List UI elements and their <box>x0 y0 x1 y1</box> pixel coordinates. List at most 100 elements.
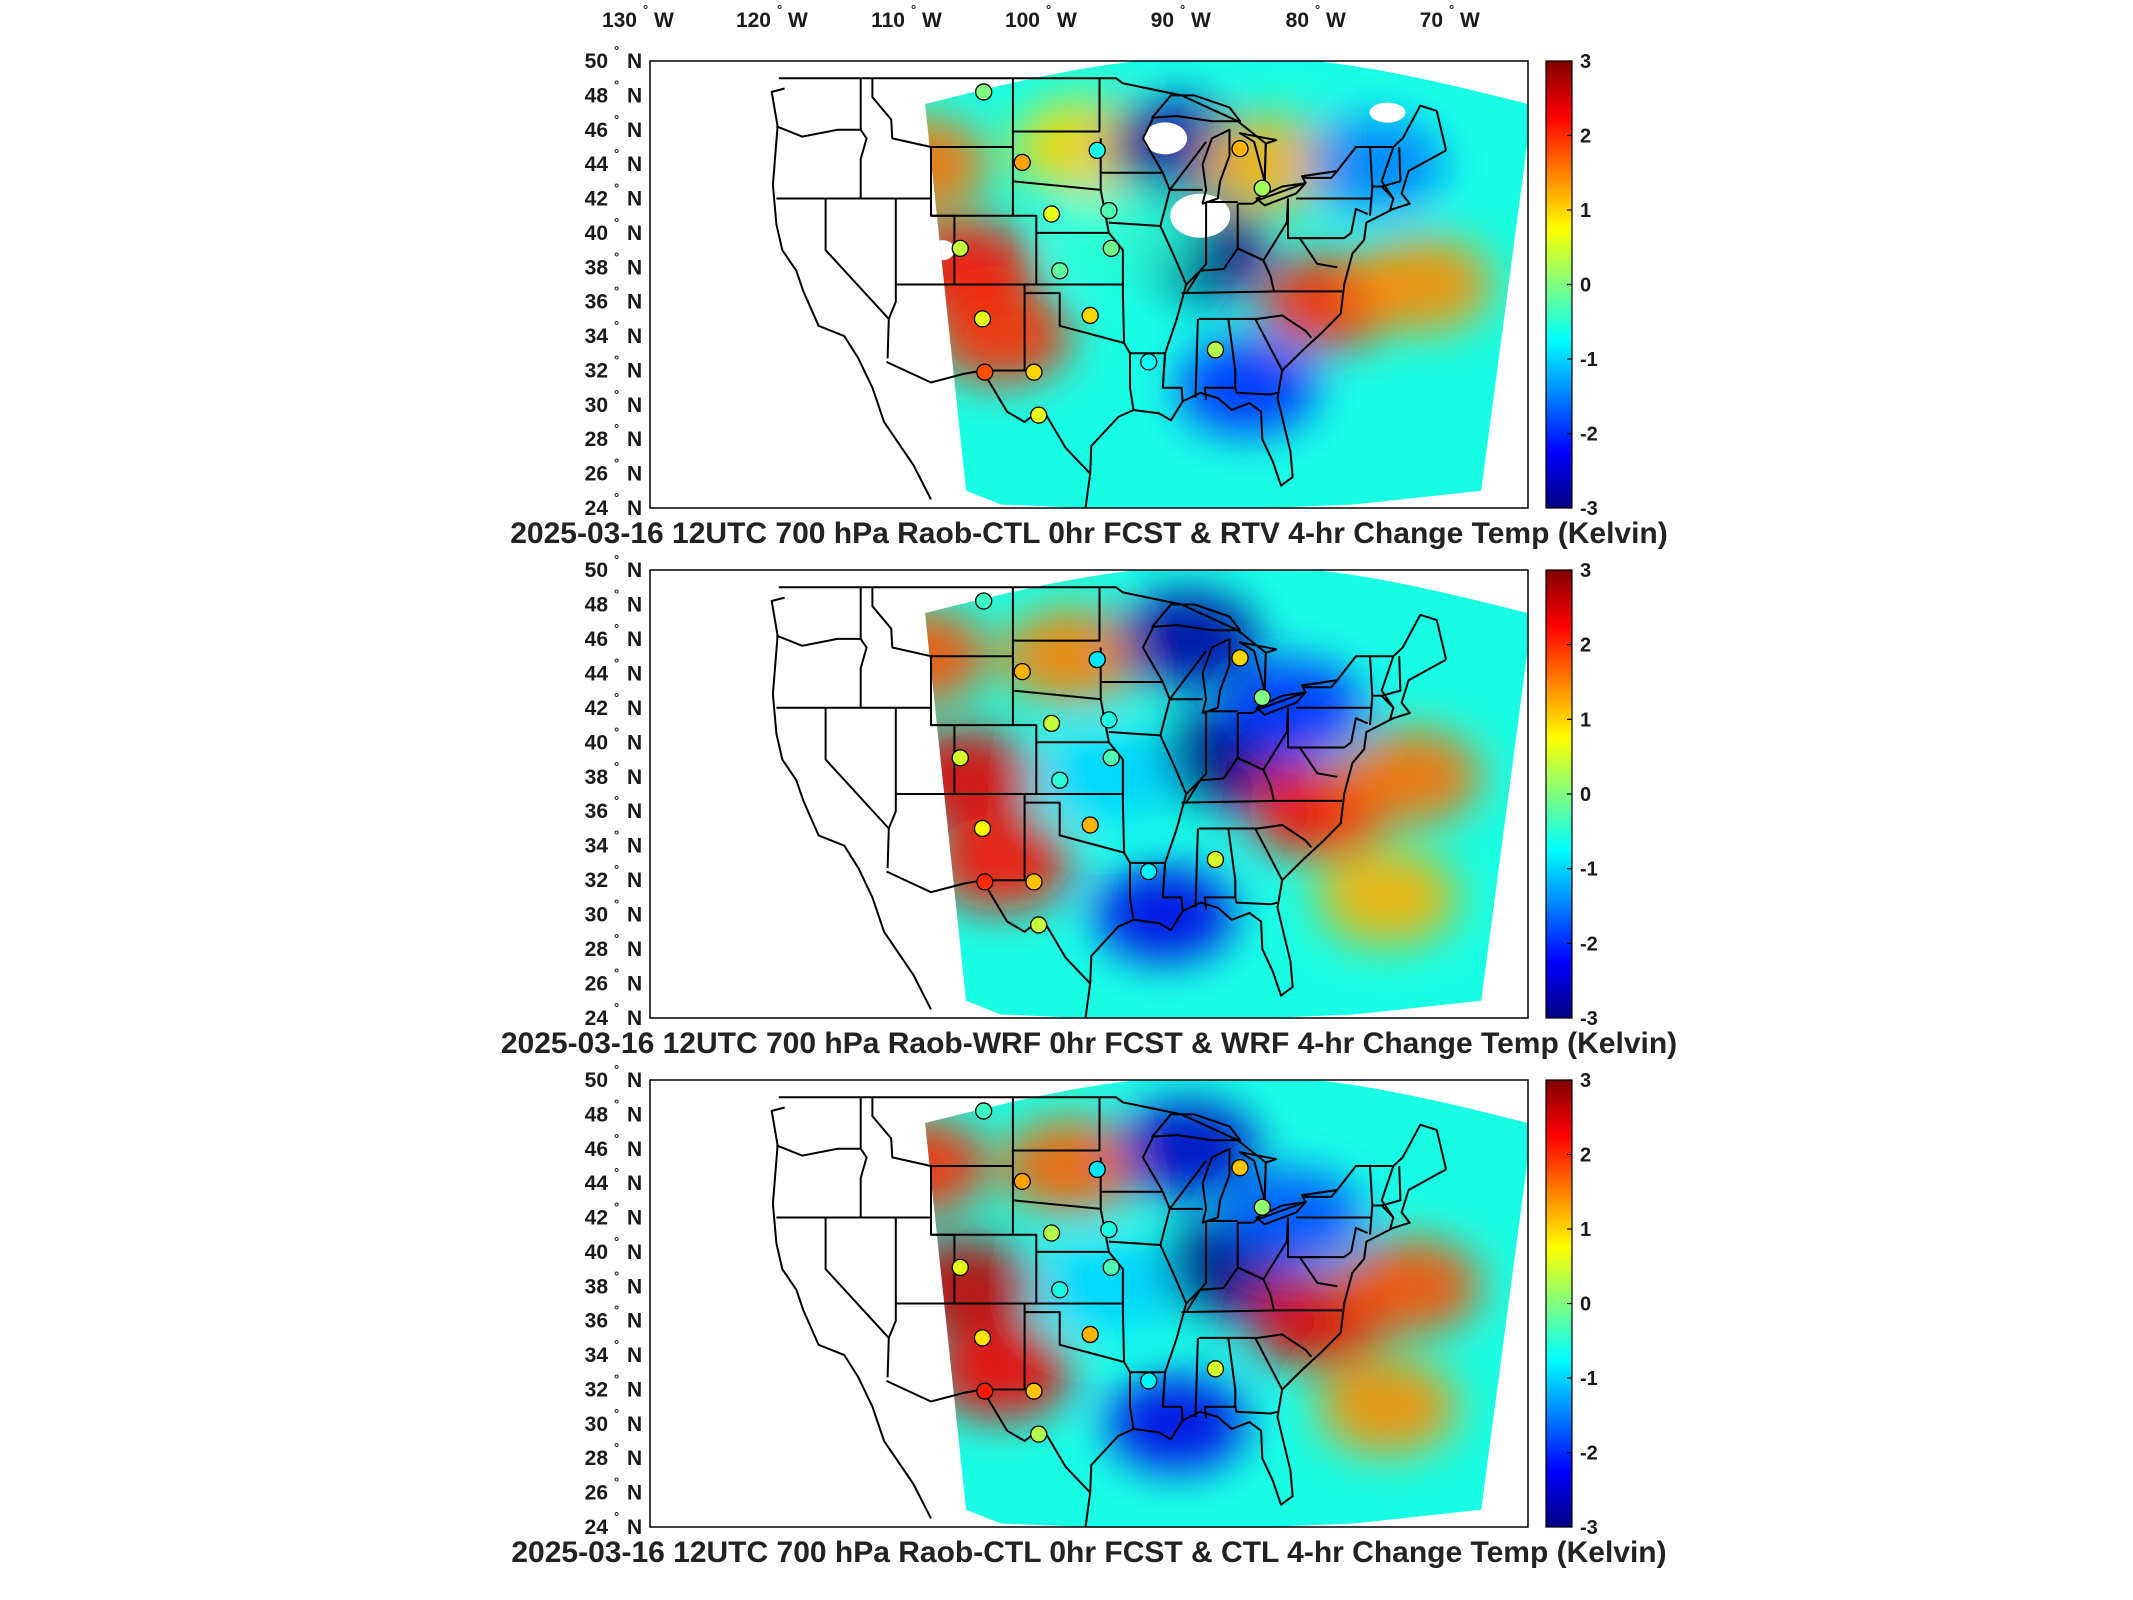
degree-symbol: ° <box>1046 2 1051 17</box>
field-anomaly <box>925 116 990 213</box>
field-anomaly <box>1036 728 1177 825</box>
state-border <box>1254 828 1284 881</box>
great-lake <box>1301 170 1339 179</box>
lat-hemisphere-label: N <box>627 153 642 176</box>
degree-symbol: ° <box>614 1440 619 1455</box>
west-coastline <box>770 1106 932 1519</box>
raob-station-marker <box>973 819 992 838</box>
degree-symbol: ° <box>614 352 619 367</box>
raob-station-marker <box>1206 850 1225 869</box>
lat-hemisphere-label: N <box>627 325 642 348</box>
lat-hemisphere-label: N <box>627 359 642 382</box>
lat-tick-label: 50 <box>585 50 608 73</box>
lat-hemisphere-label: N <box>627 1069 642 1092</box>
lat-tick-label: 50 <box>585 559 608 582</box>
degree-symbol: ° <box>1315 2 1320 17</box>
colorbar-tick-label: 1 <box>1580 709 1591 731</box>
state-border <box>824 1217 890 1378</box>
colorbar-tick-label: -3 <box>1580 498 1598 520</box>
field-anomaly <box>931 814 1072 911</box>
colorbar-tick-label: 1 <box>1580 1219 1591 1241</box>
lat-hemisphere-label: N <box>627 1275 642 1298</box>
state-border <box>1185 202 1208 286</box>
raob-station-marker <box>974 1102 993 1120</box>
lat-tick-label: 40 <box>585 731 608 754</box>
field-anomaly <box>1036 1238 1177 1335</box>
degree-symbol: ° <box>614 146 619 161</box>
lat-hemisphere-label: N <box>627 50 642 73</box>
lat-hemisphere-label: N <box>627 463 642 486</box>
colorbar-tick-label: 3 <box>1580 1070 1591 1092</box>
field-anomaly <box>1001 1117 1142 1214</box>
raob-station-marker <box>973 310 992 328</box>
map-panel-1: 24 ° N26 ° N28 ° N30 ° N32 ° N34 ° N36 ° N38 ° N40 ° N42 ° N… <box>510 2 1668 550</box>
gulf-coastline <box>1084 1492 1092 1527</box>
field-anomaly <box>925 608 990 705</box>
raob-station-marker <box>976 873 994 891</box>
west-coastline <box>770 87 932 500</box>
lat-tick-label: 28 <box>585 938 609 961</box>
field-anomaly <box>1001 608 1142 705</box>
raob-station-marker <box>1081 1325 1099 1344</box>
colorbar-tick-label: 0 <box>1580 1294 1591 1316</box>
lat-hemisphere-label: N <box>627 559 642 582</box>
lat-tick-label: 46 <box>585 1138 608 1161</box>
state-border <box>1298 237 1338 269</box>
gulf-coastline <box>1084 983 1092 1018</box>
lat-tick-label: 34 <box>585 835 609 858</box>
great-lake <box>1301 679 1339 689</box>
state-border <box>871 1097 932 1167</box>
raob-station-marker <box>1025 873 1043 891</box>
lat-tick-label: 36 <box>585 800 608 823</box>
colorbar-tick-label: 2 <box>1580 126 1591 148</box>
lon-hemisphere-label: W <box>1460 9 1480 32</box>
colorbar-tick-label: 1 <box>1580 200 1591 222</box>
lon-hemisphere-label: W <box>1057 9 1077 32</box>
degree-symbol: ° <box>614 1096 619 1111</box>
state-border <box>1350 717 1369 743</box>
lat-tick-label: 34 <box>585 325 609 348</box>
lat-tick-label: 42 <box>585 1207 608 1230</box>
state-border <box>1381 656 1402 697</box>
degree-symbol: ° <box>614 1337 619 1352</box>
lat-hemisphere-label: N <box>627 1207 642 1230</box>
raob-station-marker <box>1042 1224 1061 1242</box>
raob-station-marker <box>1253 1198 1271 1216</box>
state-border <box>887 198 897 320</box>
field-anomaly <box>925 728 1037 825</box>
field-anomaly <box>1223 659 1364 756</box>
lat-tick-label: 28 <box>585 1447 609 1470</box>
state-border <box>776 634 861 647</box>
state-border <box>824 198 890 359</box>
geography-lines <box>770 586 1448 1018</box>
lat-hemisphere-label: N <box>627 766 642 789</box>
state-border <box>824 707 890 869</box>
state-border <box>1168 141 1207 191</box>
state-border <box>1108 1240 1161 1246</box>
lat-tick-label: 26 <box>585 1482 608 1505</box>
state-border <box>871 587 932 658</box>
raob-station-marker <box>1140 353 1158 371</box>
colorbar-tick-label: 3 <box>1580 560 1591 582</box>
state-border <box>1108 221 1161 227</box>
raob-station-marker <box>1088 141 1106 160</box>
lat-hemisphere-label: N <box>627 800 642 823</box>
raob-station-marker <box>1231 649 1249 667</box>
state-border <box>1234 897 1278 906</box>
plot-frame <box>649 569 1529 1019</box>
raob-station-marker <box>1088 1160 1106 1179</box>
lat-hemisphere-label: N <box>627 1103 642 1126</box>
state-border <box>1369 1205 1374 1235</box>
degree-symbol: ° <box>614 284 619 299</box>
raob-station-marker <box>1253 179 1271 197</box>
lat-tick-label: 30 <box>585 904 608 927</box>
lon-tick-label: 130 <box>602 9 637 32</box>
geography-lines <box>770 77 1448 508</box>
great-lake <box>1151 1113 1241 1142</box>
degree-symbol: ° <box>614 387 619 402</box>
great-lake <box>1201 637 1231 714</box>
raob-station-marker <box>974 592 993 610</box>
great-lake <box>1255 1201 1307 1226</box>
state-border <box>1011 587 1038 794</box>
state-border <box>1350 1226 1368 1253</box>
